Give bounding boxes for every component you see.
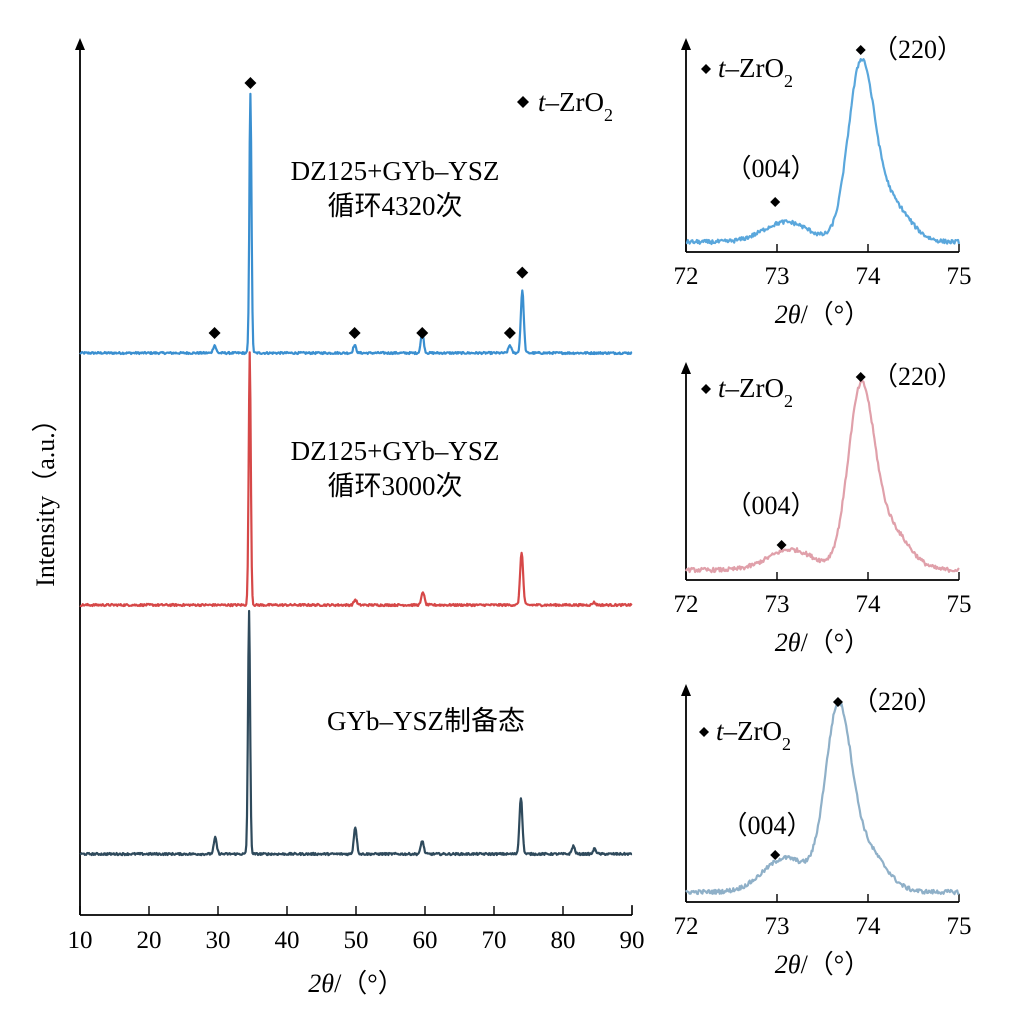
inset-legend-marker bbox=[701, 64, 711, 74]
inset-legend-label: t–ZrO2 bbox=[718, 373, 793, 411]
main-x-tick-label: 70 bbox=[482, 927, 507, 954]
inset-x-tick-label: 73 bbox=[765, 591, 790, 618]
inset-y-axis-arrowhead bbox=[681, 362, 691, 374]
inset-panel-4320: 72 73 74 75 2θ/（°） t–ZrO2 （220） （004） bbox=[674, 35, 972, 329]
peak-220-marker bbox=[832, 697, 843, 707]
inset-legend-marker bbox=[701, 384, 711, 394]
inset-x-title: 2θ/（°） bbox=[775, 950, 870, 979]
main-y-axis-arrowhead bbox=[75, 38, 85, 50]
inset-panel-3000: 72 73 74 75 2θ/（°） t–ZrO2 （220） （004） bbox=[674, 362, 972, 657]
inset-x-tick-label: 74 bbox=[856, 591, 882, 618]
main-x-tick-label: 40 bbox=[275, 927, 300, 954]
main-xrd-panel: 10 20 30 40 50 60 70 80 90 2θ/（°） Intensity（a.u.） D… bbox=[31, 38, 645, 998]
main-x-tick-label: 10 bbox=[68, 927, 93, 954]
peak-220-label: （220） bbox=[872, 362, 963, 391]
inset-x-tick-label: 74 bbox=[856, 263, 882, 290]
series-label-line2: 循环4320次 bbox=[328, 191, 463, 221]
series-line-1 bbox=[79, 92, 633, 356]
series-label-line1: GYb–YSZ制备态 bbox=[327, 706, 525, 736]
series-label-line1: DZ125+GYb–YSZ bbox=[291, 436, 500, 466]
inset-x-tick-label: 72 bbox=[674, 913, 699, 940]
peak-marker bbox=[416, 327, 429, 339]
peak-220-label: （220） bbox=[872, 35, 963, 64]
inset-x-title: 2θ/（°） bbox=[775, 300, 870, 329]
inset-x-tick-label: 75 bbox=[947, 591, 972, 618]
inset-line bbox=[685, 700, 960, 896]
main-x-tick-label: 50 bbox=[344, 927, 369, 954]
main-x-tick-label: 80 bbox=[551, 927, 576, 954]
inset-x-tick-label: 72 bbox=[674, 263, 699, 290]
peak-004-label: （004） bbox=[725, 491, 816, 520]
legend-marker bbox=[517, 96, 529, 108]
series-label-line1: DZ125+GYb–YSZ bbox=[291, 156, 500, 186]
inset-line bbox=[685, 380, 960, 574]
inset-y-axis-arrowhead bbox=[681, 684, 691, 696]
inset-x-tick-label: 73 bbox=[765, 263, 790, 290]
inset-legend-marker bbox=[699, 727, 709, 737]
series-line-2 bbox=[79, 351, 633, 608]
inset-y-axis-arrowhead bbox=[681, 38, 691, 50]
peak-004-marker bbox=[770, 850, 781, 860]
peak-004-marker bbox=[770, 197, 781, 207]
main-x-tick-label: 90 bbox=[620, 927, 645, 954]
peak-marker bbox=[348, 327, 361, 339]
inset-line bbox=[685, 58, 961, 246]
main-x-tick-label: 60 bbox=[413, 927, 438, 954]
main-x-tick-label: 30 bbox=[206, 927, 231, 954]
series-line-3 bbox=[79, 609, 633, 857]
peak-004-marker bbox=[776, 540, 787, 550]
series-label-line2: 循环3000次 bbox=[328, 471, 463, 501]
inset-x-tick-label: 73 bbox=[765, 913, 790, 940]
legend-label: t–ZrO2 bbox=[538, 87, 613, 125]
peak-marker bbox=[244, 77, 257, 89]
peak-004-label: （004） bbox=[725, 154, 816, 183]
main-y-title: Intensity（a.u.） bbox=[31, 406, 60, 587]
main-x-title: 2θ/（°） bbox=[308, 969, 403, 998]
inset-x-tick-label: 75 bbox=[947, 263, 972, 290]
peak-220-marker bbox=[855, 372, 866, 382]
peak-220-marker bbox=[855, 45, 866, 55]
peak-marker bbox=[503, 327, 516, 339]
peak-220-label: （220） bbox=[852, 687, 943, 716]
inset-legend-label: t–ZrO2 bbox=[718, 53, 793, 91]
main-x-tick-label: 20 bbox=[137, 927, 162, 954]
peak-marker bbox=[208, 327, 221, 339]
inset-x-tick-label: 72 bbox=[674, 591, 699, 618]
peak-004-label: （004） bbox=[721, 811, 812, 840]
inset-x-tick-label: 75 bbox=[947, 913, 972, 940]
inset-x-title: 2θ/（°） bbox=[775, 628, 870, 657]
inset-panel-as-prepared: 72 73 74 75 2θ/（°） t–ZrO2 （220） （004） bbox=[674, 684, 972, 979]
inset-x-tick-label: 74 bbox=[856, 913, 882, 940]
peak-marker bbox=[516, 266, 529, 279]
inset-legend-label: t–ZrO2 bbox=[716, 716, 791, 754]
